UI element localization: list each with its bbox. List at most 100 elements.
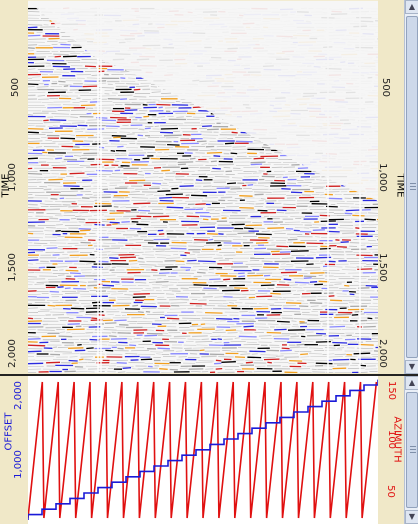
seismic-event — [293, 277, 304, 280]
seismic-event — [93, 242, 101, 244]
seismic-event — [160, 127, 179, 130]
seismic-event — [302, 185, 309, 187]
seismic-event — [199, 149, 211, 152]
seismic-event — [60, 190, 78, 192]
seismic-event — [148, 164, 167, 166]
seismic-event — [260, 284, 275, 287]
seismic-event — [264, 244, 276, 246]
seismic-event — [163, 134, 182, 137]
seismic-event — [272, 296, 282, 298]
seismic-event — [368, 239, 376, 242]
seismic-event — [215, 359, 222, 362]
seismic-event — [108, 335, 117, 338]
seismic-event — [133, 293, 150, 295]
seismic-event — [28, 146, 34, 148]
seismic-event — [324, 242, 341, 244]
seismic-event — [43, 176, 57, 178]
seismic-event — [84, 65, 96, 68]
seismic-event — [66, 328, 85, 331]
seismic-event — [78, 228, 92, 230]
seismic-event — [169, 181, 183, 183]
seismic-event — [232, 239, 248, 241]
scroll-up-button[interactable]: ▲ — [405, 0, 418, 14]
seismic-event — [158, 233, 165, 235]
seismic-event — [254, 326, 269, 328]
scroll-grip — [410, 183, 416, 184]
seismic-event — [267, 287, 274, 289]
seismic-event — [286, 264, 294, 266]
seismic-event — [37, 329, 55, 331]
seismic-event — [28, 172, 43, 175]
seismic-event — [133, 202, 151, 205]
seismic-event — [97, 299, 109, 301]
seismic-event — [317, 298, 328, 301]
seismic-event — [109, 184, 117, 187]
seismic-event — [230, 152, 238, 155]
seismic-panel: TIME TIME 500 1,000 1,500 2,000 500 1,00… — [0, 0, 418, 374]
seismic-event — [115, 344, 129, 346]
seismic-event — [253, 157, 265, 160]
scroll-up-button[interactable]: ▲ — [405, 376, 418, 390]
seismic-event — [148, 281, 156, 283]
seismic-event — [202, 218, 209, 221]
seismic-event — [309, 302, 323, 304]
geometry-plot[interactable] — [28, 376, 378, 524]
seismic-event — [354, 224, 369, 226]
seismic-event — [376, 239, 378, 241]
seismic-event — [91, 89, 102, 91]
seismic-event — [297, 290, 305, 292]
seismic-event — [294, 281, 310, 284]
seismic-event — [175, 260, 185, 263]
seismic-event — [283, 203, 296, 205]
seismic-event — [279, 298, 287, 301]
seismic-event — [28, 140, 43, 142]
seismic-event — [71, 307, 85, 310]
seismic-event — [247, 184, 254, 186]
seismic-event — [36, 281, 48, 283]
seismic-scrollbar[interactable]: ▲ ▼ — [404, 0, 418, 374]
seismic-event — [158, 101, 175, 103]
seismic-event — [318, 274, 323, 276]
seismic-event — [148, 229, 158, 232]
scroll-down-button[interactable]: ▼ — [405, 510, 418, 524]
seismic-gather-plot[interactable] — [28, 1, 378, 373]
seismic-event — [247, 274, 264, 277]
seismic-event — [105, 125, 120, 128]
seismic-event — [193, 156, 201, 158]
seismic-event — [63, 302, 80, 304]
seismic-event — [338, 227, 353, 229]
seismic-event — [73, 155, 82, 157]
seismic-event — [28, 131, 39, 134]
seismic-event — [197, 254, 216, 256]
seismic-event — [93, 194, 112, 196]
seismic-event — [236, 351, 248, 353]
scroll-down-button[interactable]: ▼ — [405, 360, 418, 374]
seismic-event — [92, 301, 101, 304]
seismic-event — [203, 185, 212, 188]
seismic-event — [80, 62, 99, 64]
seismic-event — [193, 284, 209, 287]
seismic-event — [272, 276, 283, 278]
seismic-event — [335, 313, 352, 316]
seismic-event — [309, 347, 324, 349]
scroll-thumb[interactable] — [406, 392, 418, 508]
seismic-event — [355, 227, 360, 229]
seismic-event — [159, 196, 173, 199]
seismic-right-axis — [378, 0, 404, 374]
seismic-event — [354, 203, 371, 206]
seismic-event — [263, 356, 276, 358]
seismic-event — [85, 263, 92, 265]
seismic-event — [58, 143, 73, 145]
seismic-event — [354, 310, 363, 313]
seismic-event — [195, 203, 206, 206]
seismic-event — [170, 191, 175, 193]
seismic-event — [161, 169, 170, 172]
seismic-event — [77, 200, 94, 202]
seismic-event — [202, 134, 219, 136]
azimuth-tick-150: 150 — [386, 380, 398, 401]
geometry-scrollbar[interactable]: ▲ ▼ — [404, 376, 418, 524]
seismic-event — [333, 306, 350, 308]
seismic-event — [70, 116, 78, 118]
seismic-event — [312, 187, 324, 190]
scroll-thumb[interactable] — [406, 16, 418, 358]
